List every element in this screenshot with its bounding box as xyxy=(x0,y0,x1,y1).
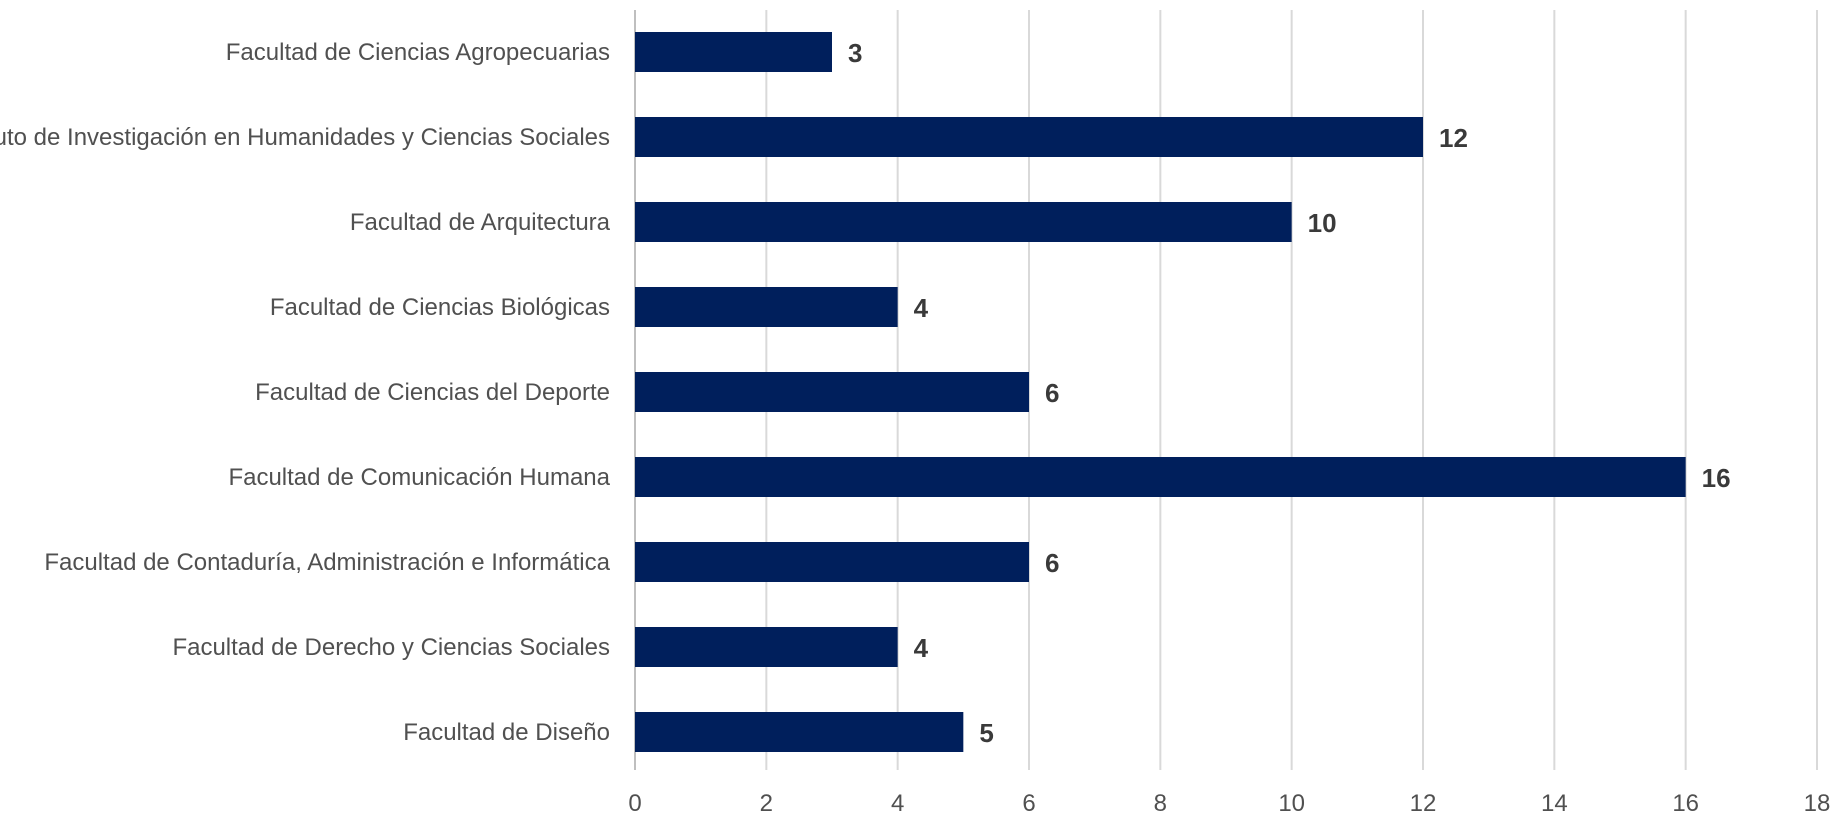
x-axis-tick-labels: 0 2 4 6 8 10 12 14 16 18 xyxy=(628,790,1830,817)
category-label: Facultad de Derecho y Ciencias Sociales xyxy=(172,634,610,661)
x-tick-label: 12 xyxy=(1410,790,1437,817)
data-label: 10 xyxy=(1308,208,1337,238)
category-label: Facultad de Diseño xyxy=(403,719,610,746)
data-label: 5 xyxy=(979,718,993,748)
bar xyxy=(635,202,1292,242)
x-tick-label: 14 xyxy=(1541,790,1568,817)
x-tick-label: 8 xyxy=(1154,790,1167,817)
data-label: 4 xyxy=(914,293,929,323)
data-label: 6 xyxy=(1045,378,1059,408)
data-label: 12 xyxy=(1439,123,1468,153)
bars xyxy=(635,32,1686,752)
x-tick-label: 4 xyxy=(891,790,904,817)
x-tick-label: 10 xyxy=(1278,790,1305,817)
bar xyxy=(635,712,964,752)
data-label: 3 xyxy=(848,38,862,68)
x-tick-label: 16 xyxy=(1672,790,1699,817)
data-label: 6 xyxy=(1045,548,1059,578)
bar xyxy=(635,32,832,72)
x-tick-label: 0 xyxy=(628,790,641,817)
bar xyxy=(635,627,898,667)
data-labels: 3 12 10 4 6 16 6 4 5 xyxy=(848,38,1731,748)
category-label: Facultad de Arquitectura xyxy=(350,209,611,236)
bar xyxy=(635,457,1686,497)
category-label: Facultad de Ciencias Biológicas xyxy=(270,294,610,321)
x-tick-label: 2 xyxy=(760,790,773,817)
bar xyxy=(635,287,898,327)
data-label: 4 xyxy=(914,633,929,663)
bar xyxy=(635,372,1029,412)
data-label: 16 xyxy=(1702,463,1731,493)
category-label: Facultad de Ciencias del Deporte xyxy=(255,379,610,406)
category-label: Facultad de Comunicación Humana xyxy=(228,464,610,491)
category-label: Facultad de Contaduría, Administración e… xyxy=(44,549,610,576)
bar xyxy=(635,117,1423,157)
category-label: Instituto de Investigación en Humanidade… xyxy=(0,124,610,151)
category-label: Facultad de Ciencias Agropecuarias xyxy=(226,39,610,66)
bar xyxy=(635,542,1029,582)
category-labels: Facultad de Ciencias Agropecuarias Instit… xyxy=(0,39,611,746)
x-tick-label: 6 xyxy=(1022,790,1035,817)
x-tick-label: 18 xyxy=(1804,790,1831,817)
